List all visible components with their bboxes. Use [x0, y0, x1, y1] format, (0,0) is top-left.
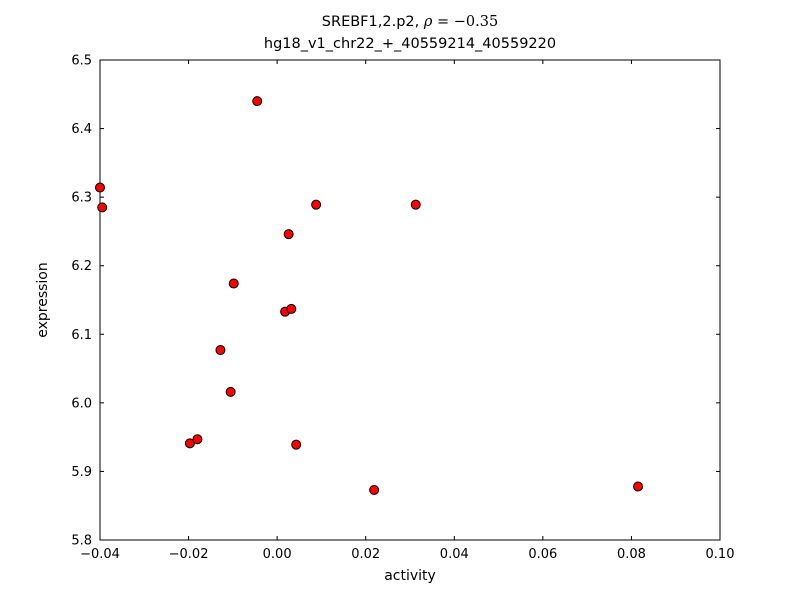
data-point	[252, 96, 263, 107]
data-point	[95, 182, 105, 193]
y-tick-label: 6.0	[71, 396, 92, 411]
data-point	[215, 345, 226, 356]
data-point	[286, 303, 297, 314]
data-point	[283, 229, 294, 240]
x-tick-label: 0.08	[617, 547, 646, 562]
data-point	[291, 439, 302, 450]
y-tick-label: 6.1	[71, 328, 92, 343]
y-axis-label: expression	[35, 262, 51, 338]
x-tick-label: −0.04	[80, 547, 120, 562]
x-axis-label: activity	[384, 568, 436, 584]
y-tick-label: 5.9	[71, 465, 92, 480]
rho-symbol: ρ	[423, 14, 433, 30]
data-point	[225, 386, 236, 397]
x-tick-label: 0.06	[528, 547, 557, 562]
chart-subtitle: hg18_v1_chr22_+_40559214_40559220	[264, 36, 556, 52]
y-tick-label: 6.4	[71, 122, 92, 137]
x-tick-label: 0.00	[263, 547, 292, 562]
x-tick-label: −0.02	[169, 547, 209, 562]
data-point	[97, 202, 108, 213]
x-tick-label: 0.10	[706, 547, 735, 562]
y-tick-label: 5.8	[71, 534, 92, 549]
data-point	[410, 199, 421, 210]
chart-title: SREBF1,2.p2, ρ = −0.35	[322, 14, 498, 30]
data-points	[95, 96, 644, 495]
data-point	[228, 278, 239, 289]
data-point	[369, 484, 380, 495]
axis-ticks: −0.04 −0.02 0.00 0.02 0.04 0.06 0.08 0.10 5.8 5.9…	[71, 54, 734, 563]
x-tick-label: 0.04	[440, 547, 469, 562]
y-tick-label: 6.5	[71, 54, 92, 69]
y-tick-label: 6.2	[71, 259, 92, 274]
y-tick-label: 6.3	[71, 191, 92, 206]
plot-frame	[99, 59, 721, 541]
data-point	[311, 199, 322, 210]
data-point	[184, 438, 195, 449]
chart-title-text: SREBF1,2.p2,	[322, 14, 424, 30]
data-point	[192, 434, 203, 445]
data-point	[633, 481, 644, 492]
rho-value: = −0.35	[432, 14, 498, 30]
x-tick-label: 0.02	[351, 547, 380, 562]
